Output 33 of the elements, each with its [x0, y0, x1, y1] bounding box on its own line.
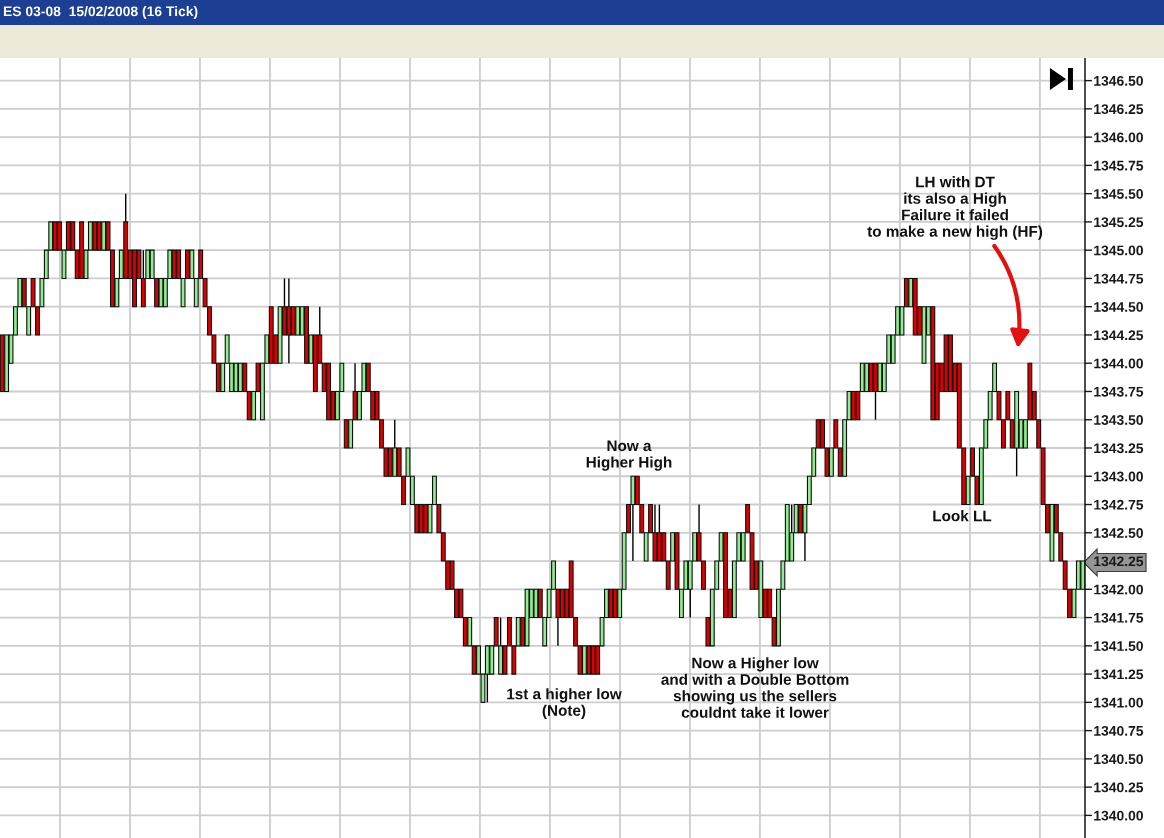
y-tick-label: 1345.75 [1094, 160, 1144, 171]
y-tick-label: 1341.25 [1094, 669, 1144, 680]
y-tick-label: 1344.75 [1094, 273, 1144, 284]
y-tick-label: 1346.50 [1094, 75, 1143, 86]
y-tick-label: 1340.00 [1094, 810, 1143, 821]
y-tick-label: 1345.00 [1094, 245, 1143, 256]
y-tick-label: 1346.00 [1094, 132, 1143, 143]
y-tick-label: 1342.25 [1094, 556, 1144, 567]
y-tick-label: 1343.00 [1094, 471, 1143, 482]
annotation: LH with DT its also a High Failure it failed to make a new high (HF) [867, 176, 1043, 240]
annotation: 1st a higher low (Note) [507, 688, 622, 719]
y-tick-label: 1345.50 [1094, 188, 1143, 199]
annotation: Now a Higher High [586, 440, 672, 471]
y-tick-label: 1342.75 [1094, 499, 1144, 510]
y-tick-label: 1341.75 [1094, 612, 1144, 623]
y-tick-label: 1340.50 [1094, 754, 1143, 765]
y-tick-label: 1340.75 [1094, 725, 1144, 736]
y-tick-label: 1343.50 [1094, 415, 1143, 425]
annotation: Look LL [933, 510, 992, 522]
y-tick-label: 1344.50 [1094, 302, 1143, 312]
y-tick-label: 1343.75 [1094, 386, 1144, 397]
y-tick-label: 1342.00 [1094, 584, 1143, 595]
chart-title: ES 03-08 15/02/2008 (16 Tick) [3, 6, 198, 19]
y-tick-label: 1344.00 [1094, 358, 1143, 369]
y-tick-label: 1345.25 [1094, 217, 1144, 228]
y-tick-label: 1344.25 [1094, 330, 1144, 341]
annotation: Now a Higher low and with a Double Bottom showing us the sellers couldnt take it lower [661, 657, 849, 718]
y-tick-label: 1346.25 [1094, 104, 1144, 115]
y-tick-label: 1341.00 [1094, 697, 1143, 708]
y-tick-label: 1340.25 [1094, 782, 1144, 793]
y-tick-label: 1341.50 [1094, 641, 1143, 652]
y-tick-label: 1342.50 [1094, 528, 1143, 538]
y-tick-label: 1343.25 [1094, 443, 1144, 454]
